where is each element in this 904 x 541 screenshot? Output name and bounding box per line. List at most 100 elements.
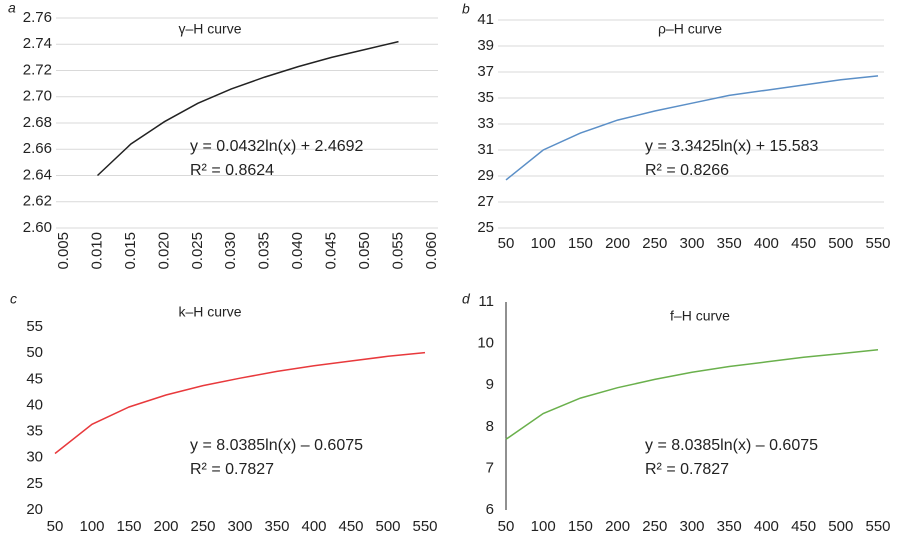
x-tick-label: 0.005	[55, 232, 72, 270]
y-tick-label: 9	[486, 376, 494, 393]
x-tick-label: 150	[568, 518, 593, 535]
x-tick-label: 50	[498, 518, 515, 535]
y-tick-label: 30	[26, 449, 43, 466]
y-tick-label: 37	[477, 63, 494, 80]
panel: a γ–H curve 2.60 2.62 2.64 2.66 2.68 2.70 2.72 2.…	[8, 0, 440, 270]
x-tick-label: 450	[791, 235, 816, 252]
annotation: y = 0.0432ln(x) + 2.4692	[190, 138, 364, 155]
panel: b ρ–H curve 25 27 29 31 33 35 37 39 41 50 100 150 200 2…	[462, 1, 891, 252]
panel-label: d	[462, 291, 471, 307]
panel: c k–H curve 20 25 30 35 40 45 50 55 50 100 150 200 250…	[10, 291, 438, 535]
x-tick-label: 500	[828, 518, 853, 535]
x-tick-label: 100	[531, 235, 556, 252]
y-tick-label: 2.60	[23, 219, 52, 236]
x-tick-label: 250	[642, 518, 667, 535]
x-tick-label: 350	[264, 518, 289, 535]
x-tick-label: 0.015	[122, 232, 139, 270]
x-tick-label: 200	[605, 235, 630, 252]
x-tick-label: 500	[375, 518, 400, 535]
annotation: R² = 0.8624	[190, 162, 274, 179]
y-tick-label: 35	[477, 89, 494, 106]
x-tick-label: 100	[531, 518, 556, 535]
x-tick-label: 300	[679, 518, 704, 535]
y-tick-label: 7	[486, 459, 494, 476]
x-tick-label: 100	[79, 518, 104, 535]
x-tick-label: 400	[754, 235, 779, 252]
x-tick-label: 200	[605, 518, 630, 535]
x-tick-label: 0.010	[88, 232, 105, 270]
panel-label: c	[10, 291, 17, 307]
x-tick-label: 300	[227, 518, 252, 535]
y-tick-label: 6	[486, 501, 494, 518]
x-tick-label: 0.030	[222, 232, 239, 270]
y-tick-label: 31	[477, 141, 494, 158]
y-tick-label: 27	[477, 193, 494, 210]
chart-title: γ–H curve	[178, 21, 241, 37]
x-tick-label: 0.025	[189, 232, 206, 270]
curve	[505, 75, 879, 181]
x-tick-label: 0.040	[289, 232, 306, 270]
x-tick-label: 300	[679, 235, 704, 252]
x-tick-label: 0.020	[155, 232, 172, 270]
x-tick-label: 0.045	[323, 232, 340, 270]
x-tick-label: 350	[717, 518, 742, 535]
x-tick-label: 250	[190, 518, 215, 535]
x-tick-label: 550	[412, 518, 437, 535]
x-tick-label: 150	[568, 235, 593, 252]
y-tick-label: 2.62	[23, 193, 52, 210]
x-tick-label: 0.035	[256, 232, 273, 270]
x-tick-label: 0.060	[423, 232, 440, 270]
y-tick-label: 20	[26, 501, 43, 518]
panel-label: a	[8, 0, 16, 16]
y-tick-label: 33	[477, 115, 494, 132]
y-tick-label: 2.64	[23, 166, 52, 183]
x-tick-label: 450	[338, 518, 363, 535]
annotation: y = 8.0385ln(x) – 0.6075	[190, 437, 363, 454]
curve	[96, 40, 399, 177]
annotation: R² = 0.8266	[645, 162, 729, 179]
y-tick-label: 8	[486, 418, 494, 435]
y-tick-label: 2.66	[23, 140, 52, 157]
y-tick-label: 40	[26, 396, 43, 413]
x-tick-label: 400	[754, 518, 779, 535]
y-tick-label: 10	[477, 335, 494, 352]
annotation: y = 3.3425ln(x) + 15.583	[645, 138, 819, 155]
x-tick-label: 350	[717, 235, 742, 252]
y-tick-label: 41	[477, 11, 494, 28]
y-tick-label: 25	[477, 219, 494, 236]
annotation: R² = 0.7827	[645, 461, 729, 478]
x-tick-label: 400	[301, 518, 326, 535]
x-tick-label: 200	[153, 518, 178, 535]
y-tick-label: 35	[26, 423, 43, 440]
panel-label: b	[462, 1, 470, 17]
y-tick-label: 39	[477, 37, 494, 54]
y-tick-label: 45	[26, 370, 43, 387]
y-tick-label: 25	[26, 475, 43, 492]
chart-title: ρ–H curve	[658, 21, 722, 37]
x-tick-label: 0.050	[356, 232, 373, 270]
x-tick-label: 0.055	[390, 232, 407, 270]
y-tick-label: 50	[26, 344, 43, 361]
chart-title: k–H curve	[178, 304, 241, 320]
y-tick-label: 11	[478, 293, 494, 310]
x-tick-label: 500	[828, 235, 853, 252]
y-tick-label: 2.68	[23, 114, 52, 131]
x-tick-label: 150	[116, 518, 141, 535]
x-tick-label: 50	[498, 235, 515, 252]
x-tick-label: 250	[642, 235, 667, 252]
y-tick-label: 2.70	[23, 88, 52, 105]
x-tick-label: 50	[47, 518, 64, 535]
panel: d f–H curve 6 7 8 9 10 11 50 100 150 200 250 300 350 40…	[462, 291, 891, 535]
x-tick-label: 550	[865, 235, 890, 252]
y-tick-label: 2.72	[23, 61, 52, 78]
annotation: R² = 0.7827	[190, 461, 274, 478]
y-tick-label: 29	[477, 167, 494, 184]
y-tick-label: 2.74	[23, 35, 52, 52]
x-tick-label: 450	[791, 518, 816, 535]
curve	[54, 351, 426, 455]
chart-title: f–H curve	[670, 308, 730, 324]
x-tick-label: 550	[865, 518, 890, 535]
y-tick-label: 55	[26, 318, 43, 335]
y-tick-label: 2.76	[23, 9, 52, 26]
